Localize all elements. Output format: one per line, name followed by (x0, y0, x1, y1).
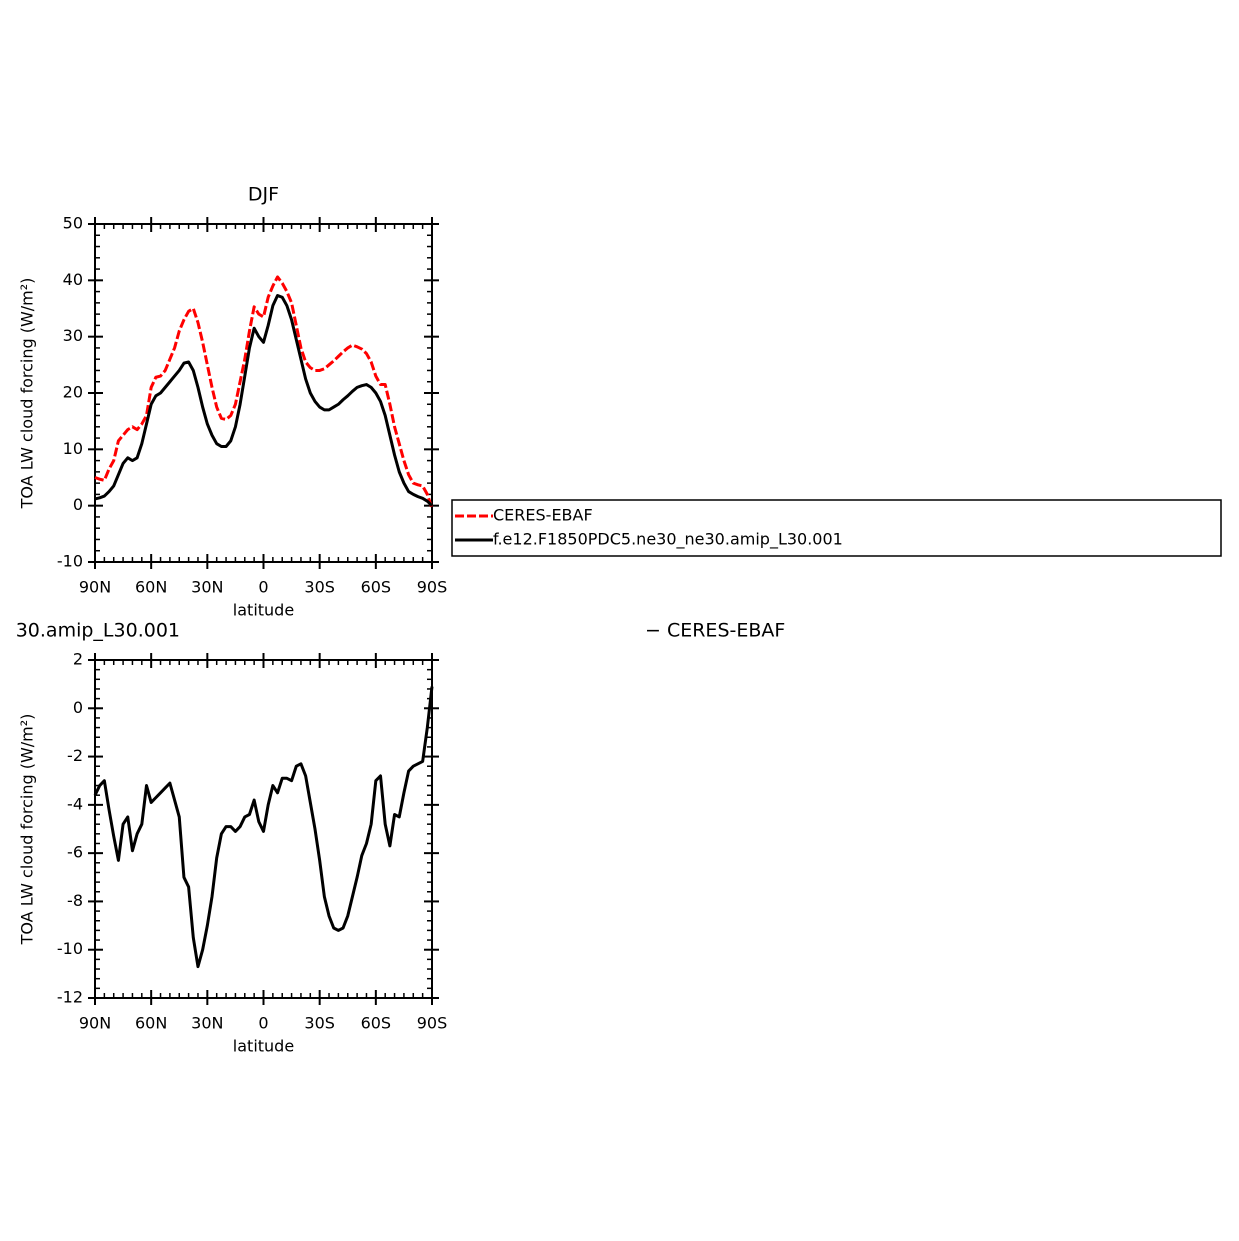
y-tick-label: -12 (57, 988, 83, 1007)
chart-title: DJF (248, 184, 279, 206)
x-tick-label: 30S (304, 1014, 335, 1033)
x-tick-label: 90S (417, 1014, 448, 1033)
x-tick-label: 90S (417, 578, 448, 597)
x-tick-label: 60N (135, 578, 167, 597)
legend-label: CERES-EBAF (493, 506, 593, 525)
legend-box (451, 499, 1222, 557)
series-line (94, 275, 434, 509)
x-axis-label: latitude (233, 1037, 294, 1056)
x-tick-label: 30N (191, 578, 223, 597)
x-tick-label: 90N (79, 578, 111, 597)
chart-title: 30.amip_L30.001 (16, 620, 180, 642)
y-tick-label: 50 (63, 214, 83, 233)
x-tick-label: 0 (258, 578, 268, 597)
y-axis-label: TOA LW cloud forcing (W/m²) (18, 278, 37, 510)
x-tick-label: 30N (191, 1014, 223, 1033)
y-tick-label: -6 (67, 843, 83, 862)
y-tick-label: 10 (63, 439, 83, 458)
x-tick-label: 60S (361, 578, 392, 597)
plot-frame (94, 223, 433, 563)
y-tick-label: -10 (57, 939, 83, 958)
x-tick-label: 90N (79, 1014, 111, 1033)
y-tick-label: -2 (67, 746, 83, 765)
x-axis-label: latitude (233, 601, 294, 620)
legend-label: f.e12.F1850PDC5.ne30_ne30.amip_L30.001 (493, 530, 843, 550)
y-tick-label: 20 (63, 383, 83, 402)
series-line (94, 294, 434, 507)
x-tick-label: 30S (304, 578, 335, 597)
series-line (93, 686, 434, 969)
y-tick-label: -4 (67, 794, 83, 813)
x-tick-label: 0 (258, 1014, 268, 1033)
y-tick-label: -8 (67, 891, 83, 910)
y-axis-label: TOA LW cloud forcing (W/m²) (18, 714, 37, 946)
x-tick-label: 60N (135, 1014, 167, 1033)
x-tick-label: 60S (361, 1014, 392, 1033)
y-tick-label: -10 (57, 552, 83, 571)
y-tick-label: 30 (63, 326, 83, 345)
y-tick-label: 0 (73, 495, 83, 514)
y-tick-label: 40 (63, 270, 83, 289)
y-tick-label: 0 (73, 698, 83, 717)
y-tick-label: 2 (73, 650, 83, 669)
chart-title: − CERES-EBAF (645, 620, 785, 642)
